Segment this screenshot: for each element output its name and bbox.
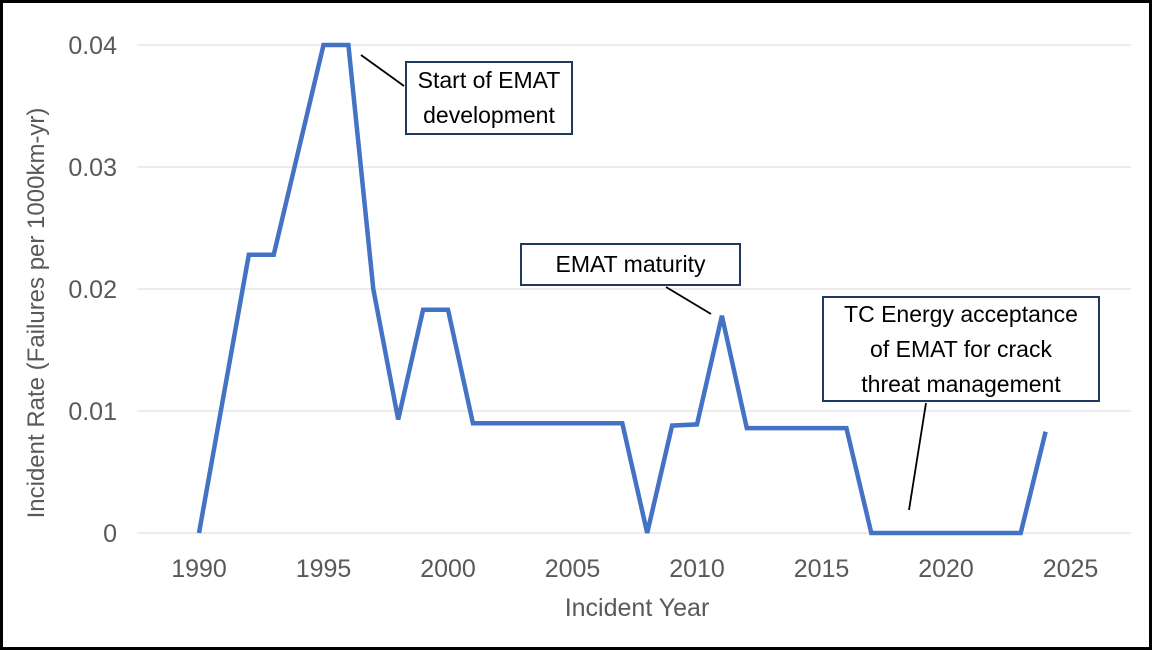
- leader-line-emat-maturity: [665, 286, 712, 315]
- leader-line-start-of-emat: [360, 54, 405, 87]
- data-line-layer: [196, 42, 1048, 536]
- y-tick-labels: 0 0.01 0.02 0.03 0.04: [68, 32, 117, 548]
- x-tick-label: 2005: [545, 555, 601, 583]
- x-tick-label: 1995: [296, 555, 352, 583]
- x-tick-label: 2020: [918, 555, 974, 583]
- annotation-text-line: threat management: [861, 370, 1061, 397]
- gridlines: [137, 44, 1131, 534]
- x-tick-label: 2000: [420, 555, 476, 583]
- annotation-text-line: development: [423, 102, 555, 128]
- line-chart: 0 0.01 0.02 0.03 0.04 1990 1995 2000 2005 2010 20…: [23, 32, 1131, 622]
- y-axis-title: Incident Rate (Failures per 1000km-yr): [23, 108, 50, 519]
- annotation-text-line: TC Energy acceptance: [844, 300, 1078, 327]
- y-tick-label: 0: [103, 520, 117, 548]
- x-tick-label: 1990: [171, 555, 227, 583]
- annotation-text-line: EMAT maturity: [555, 251, 706, 277]
- x-tick-label: 2010: [669, 555, 725, 583]
- annotation-text-line: of EMAT for crack: [870, 335, 1052, 362]
- annotation-start-of-emat: Start of EMAT development: [405, 61, 573, 135]
- x-tick-label: 2015: [794, 555, 850, 583]
- y-tick-label: 0.04: [68, 32, 117, 60]
- annotation-emat-maturity: EMAT maturity: [520, 243, 741, 286]
- x-tick-label: 2025: [1043, 555, 1099, 583]
- annotation-text-line: Start of EMAT: [417, 67, 561, 93]
- y-tick-label: 0.03: [68, 154, 117, 182]
- x-tick-labels: 1990 1995 2000 2005 2010 2015 2020 2025: [171, 555, 1098, 583]
- x-axis-title: Incident Year: [565, 594, 710, 622]
- y-tick-label: 0.01: [68, 398, 117, 426]
- incident-rate-line: [196, 42, 1048, 536]
- y-tick-label: 0.02: [68, 276, 117, 304]
- leader-line-tc-energy: [908, 402, 927, 511]
- annotation-tc-energy: TC Energy acceptance of EMAT for crack t…: [822, 296, 1100, 402]
